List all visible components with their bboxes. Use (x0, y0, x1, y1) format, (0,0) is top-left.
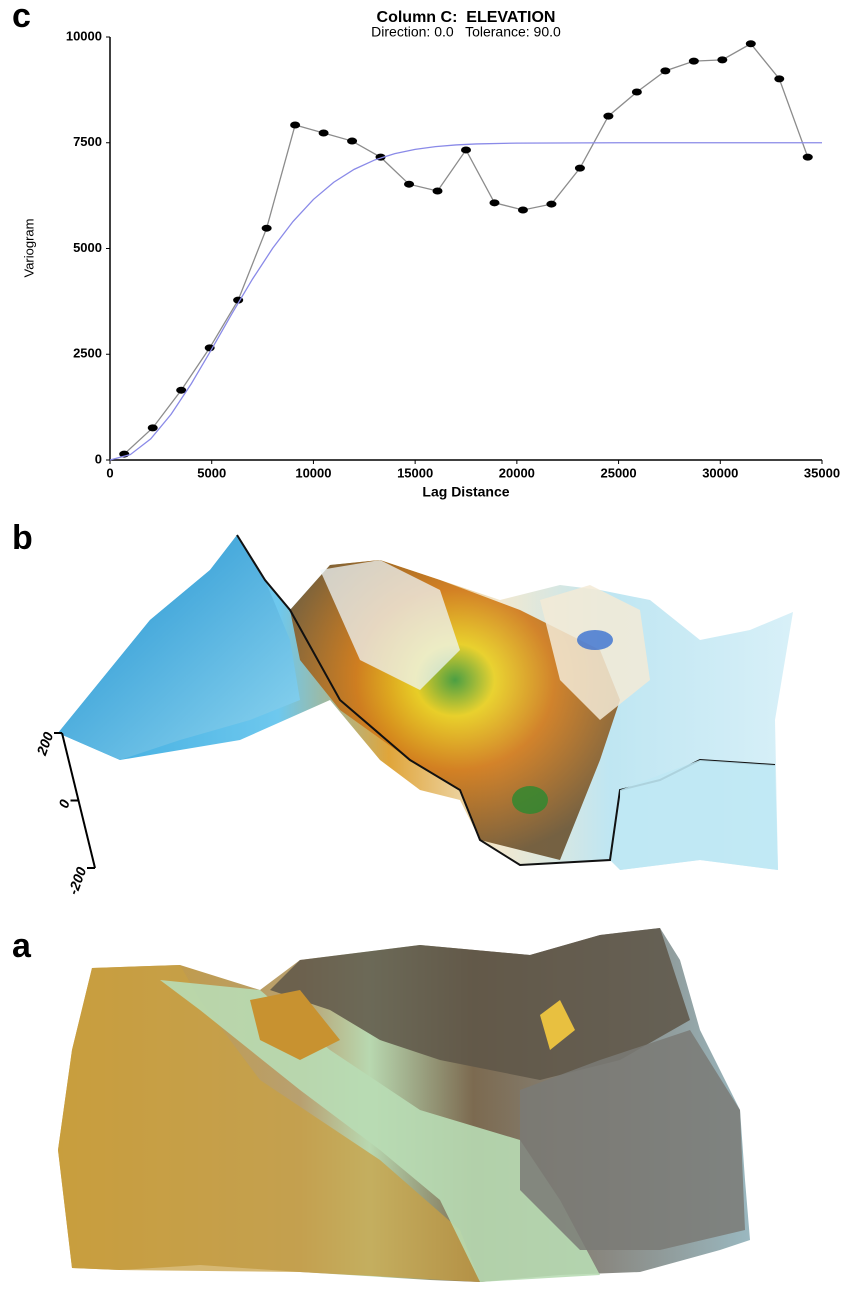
x-tick-label: 25000 (600, 465, 636, 480)
model-curve (110, 143, 822, 460)
axis-tick-label: -200 (65, 865, 90, 897)
y-tick-label: 2500 (73, 346, 102, 361)
data-point (404, 181, 414, 188)
axis-tick-label: 200 (33, 730, 56, 759)
data-point (803, 154, 813, 161)
data-point (518, 207, 528, 214)
chart-subtitle: Direction: 0.0 Tolerance: 90.0 (371, 24, 561, 40)
y-tick-label: 10000 (66, 28, 102, 43)
plot: 0 5000 10000 15000 20000 25000 30000 35000 0 2500… (66, 28, 840, 480)
data-point (347, 138, 357, 145)
y-tick-label: 5000 (73, 240, 102, 255)
data-point (689, 58, 699, 65)
terrain-render (58, 928, 750, 1282)
data-point (148, 424, 158, 431)
surface-render (58, 535, 793, 870)
figure: c Column C: ELEVATION Direction: 0.0 Tol… (0, 0, 862, 1292)
data-point (461, 146, 471, 153)
y-tick-label: 0 (95, 451, 102, 466)
x-tick-label: 10000 (295, 465, 331, 480)
data-point (746, 40, 756, 47)
x-tick-label: 15000 (397, 465, 433, 480)
y-axis-label: Variogram (21, 218, 36, 277)
surface-axis: 200 0 -200 (33, 730, 95, 897)
data-point (632, 88, 642, 95)
data-point (660, 67, 670, 74)
axis-tick-label: 0 (55, 797, 73, 810)
panel-label: c (12, 0, 31, 35)
x-tick-label: 0 (106, 465, 113, 480)
y-tick-label: 7500 (73, 134, 102, 149)
data-point (546, 201, 556, 208)
data-point (717, 56, 727, 63)
data-point (319, 130, 329, 137)
data-point (603, 113, 613, 120)
panel-label: a (12, 927, 32, 965)
data-point (290, 121, 300, 128)
data-point (433, 187, 443, 194)
data-line (124, 44, 808, 454)
data-point (489, 199, 499, 206)
x-tick-label: 5000 (197, 465, 226, 480)
data-point (262, 225, 272, 232)
x-tick-label: 20000 (499, 465, 535, 480)
x-tick-label: 30000 (702, 465, 738, 480)
x-tick-label: 35000 (804, 465, 840, 480)
data-point (774, 75, 784, 82)
data-point (575, 165, 585, 172)
x-axis-label: Lag Distance (422, 484, 509, 500)
panel-label: b (12, 519, 33, 557)
